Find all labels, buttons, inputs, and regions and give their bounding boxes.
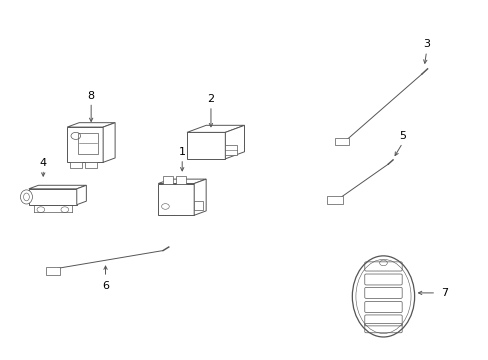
Text: 7: 7 xyxy=(440,288,447,298)
Text: 1: 1 xyxy=(178,147,185,157)
Bar xyxy=(194,201,203,210)
Polygon shape xyxy=(186,125,244,132)
Text: 6: 6 xyxy=(102,280,109,291)
Text: 2: 2 xyxy=(207,94,214,104)
Polygon shape xyxy=(29,185,86,189)
Bar xyxy=(85,162,97,168)
Bar xyxy=(69,162,81,168)
Text: 4: 4 xyxy=(40,158,47,168)
Bar xyxy=(45,267,60,275)
Bar xyxy=(176,176,185,184)
Polygon shape xyxy=(103,123,115,162)
Bar xyxy=(67,127,103,162)
Polygon shape xyxy=(77,185,86,205)
Ellipse shape xyxy=(20,190,32,204)
Polygon shape xyxy=(67,123,115,127)
Bar xyxy=(158,184,194,215)
Bar xyxy=(186,132,225,159)
Polygon shape xyxy=(194,179,206,215)
Text: 5: 5 xyxy=(398,131,406,141)
Text: 8: 8 xyxy=(87,91,95,100)
Text: 3: 3 xyxy=(422,40,429,49)
Ellipse shape xyxy=(351,256,414,337)
Bar xyxy=(225,145,237,155)
Bar xyxy=(29,189,77,205)
Bar xyxy=(334,138,348,145)
Bar xyxy=(327,196,342,204)
Polygon shape xyxy=(158,179,206,184)
Polygon shape xyxy=(225,125,244,159)
Bar xyxy=(163,176,172,184)
